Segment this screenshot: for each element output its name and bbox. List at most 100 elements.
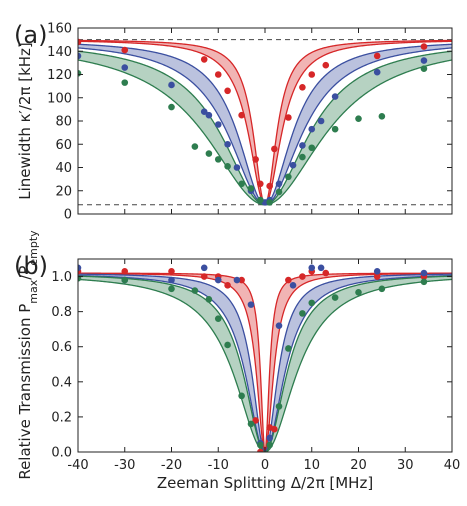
panel-a-series-1-point	[331, 93, 339, 100]
panel-a-series-2-point	[420, 65, 428, 72]
panel-b-y-tick-label: 0.8	[51, 305, 72, 320]
panel-b-series-1-point	[308, 264, 316, 272]
panel-b-ticks: -40 -30 -20 -10 0 10 20 30 40 0.0 0.2 0.4 0.6 0.8 1.0	[51, 259, 460, 473]
panel-b-series-2-point	[275, 403, 283, 410]
panel-b-series-1-point	[247, 301, 255, 308]
panel-b-series-0-fit-edge-0	[78, 272, 452, 452]
panel-a: 0 20 40 60 80 100 120 140 160 (a) Linewidth κ′/2…	[14, 21, 453, 223]
panel-a-series-0-point	[308, 71, 316, 78]
panel-b-series-2-fit-edge-1	[78, 278, 452, 452]
panel-a-data-layer	[78, 38, 452, 206]
panel-b-series-1-point	[78, 264, 82, 272]
panel-a-series-0-point	[266, 182, 273, 190]
panel-b-label: (b)	[14, 252, 48, 280]
panel-b-x-tick-label: -10	[208, 458, 229, 473]
panel-a-series-0-point	[238, 111, 245, 119]
panel-b-plot-area	[78, 264, 452, 452]
panel-a-series-1-point	[168, 81, 175, 89]
panel-b-series-0-fit-edge-1	[78, 272, 452, 452]
panel-a-y-tick-label: 160	[47, 22, 72, 37]
panel-b-series-0-point	[271, 425, 278, 433]
panel-b-x-tick-label: 10	[303, 458, 320, 473]
panel-b-axes-frame	[77, 258, 453, 453]
panel-a-series-0-point	[285, 114, 292, 121]
panel-a-series-0-point	[257, 180, 264, 188]
panel-a-series-1-point	[205, 111, 213, 119]
panel-a-y-tick-label: 80	[55, 115, 72, 130]
panel-a-series-1-point	[373, 68, 381, 76]
panel-b-y-tick-label: 0.4	[51, 375, 72, 390]
panel-b-x-tick-label: 0	[261, 458, 269, 473]
panel-b-series-0-point	[224, 282, 231, 289]
panel-a-series-1-point	[78, 52, 82, 60]
panel-a-series-1-point	[214, 121, 222, 128]
panel-a-series-2-point	[378, 113, 386, 120]
panel-b-series-0-point	[168, 267, 175, 275]
panel-b-series-1-point	[266, 434, 273, 442]
panel-a-series-0-point	[214, 71, 222, 78]
panel-b-series-0-point	[322, 269, 330, 277]
panel-a-series-2-point	[214, 156, 222, 163]
panel-a-plot-area	[78, 38, 452, 206]
panel-a-series-0-point	[271, 145, 278, 153]
panel-a-y-tick-label: 120	[47, 68, 72, 83]
panel-a-series-2-fit-band	[78, 51, 452, 205]
panel-a-series-1-point	[289, 161, 297, 169]
panel-a-series-2-point	[257, 196, 264, 204]
panel-a-series-2-point	[238, 180, 245, 188]
panel-b-x-tick-label: 20	[350, 458, 367, 473]
panel-b-y-tick-label: 1.0	[51, 270, 72, 285]
panel-b-series-1-point	[168, 276, 175, 284]
panel-b: -40 -30 -20 -10 0 10 20 30 400.00.20.40.60.81.0 …	[14, 230, 460, 492]
panel-b-y-tick-label: 0.0	[51, 446, 72, 461]
panel-a-series-2-point	[331, 125, 339, 133]
panel-a-series-2-point	[355, 115, 362, 122]
panel-b-series-2-point	[238, 392, 245, 400]
panel-b-series-2-point	[299, 310, 306, 317]
panel-a-series-2-point	[275, 188, 283, 196]
panel-a-y-tick-label: 40	[55, 161, 72, 176]
panel-b-series-2-point	[308, 299, 316, 307]
panel-a-series-0-point	[224, 87, 231, 95]
panel-a-series-0-point	[78, 38, 82, 46]
panel-b-series-2-point	[224, 341, 231, 349]
panel-a-series-0-point	[121, 46, 129, 54]
panel-a-series-2-point	[168, 103, 175, 111]
panel-a-y-tick-label: 20	[55, 184, 72, 199]
panel-b-series-1-fit-band	[78, 274, 452, 452]
panel-b-series-1-point	[420, 269, 428, 277]
panel-b-series-2-point	[355, 289, 362, 296]
panel-a-series-2-point	[285, 173, 292, 181]
panel-a-series-0-point	[420, 43, 428, 50]
panel-b-series-2-point	[205, 296, 213, 303]
panel-a-series-0-point	[299, 83, 306, 91]
panel-b-series-0-point	[373, 273, 381, 280]
panel-b-x-tick-label: 30	[397, 458, 414, 473]
panel-b-series-1-fit-edge-1	[78, 274, 452, 452]
panel-b-series-1-point	[317, 264, 325, 272]
panel-b-series-2-point	[214, 315, 222, 322]
panel-b-series-2-point	[378, 285, 386, 293]
panel-a-y-tick-label: 140	[47, 45, 72, 60]
panel-b-series-2-point	[420, 278, 428, 286]
panel-b-series-1-point	[289, 282, 297, 289]
panel-a-series-1-point	[200, 108, 208, 115]
panel-b-series-1-point	[373, 267, 381, 275]
panel-a-series-2-point	[191, 143, 199, 150]
panel-b-y-tick-label: 0.2	[51, 410, 72, 425]
panel-a-y-tick-label: 0	[64, 208, 72, 223]
panel-a-series-1-point	[420, 57, 428, 64]
panel-b-series-0-point	[285, 276, 292, 284]
panel-a-series-1-point	[308, 125, 316, 133]
panel-b-x-tick-label: -30	[114, 458, 135, 473]
panel-a-series-2-point	[299, 153, 306, 161]
panel-a-label: (a)	[14, 21, 47, 49]
panel-b-series-2-point	[285, 345, 292, 352]
panel-b-series-1-point	[233, 276, 241, 284]
panel-b-series-2-point	[121, 276, 129, 284]
panel-a-series-0-point	[200, 56, 208, 63]
panel-b-series-1-point	[275, 322, 283, 329]
panel-a-series-2-point	[308, 144, 316, 152]
panel-a-series-0-point	[252, 156, 259, 163]
panel-b-series-0-point	[200, 273, 208, 280]
